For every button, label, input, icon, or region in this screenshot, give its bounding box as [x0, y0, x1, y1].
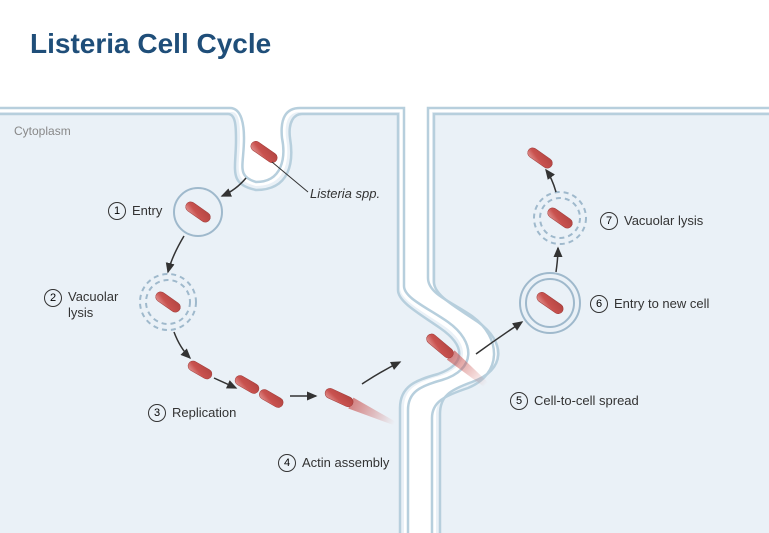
step-7-label: 7Vacuolar lysis — [600, 212, 703, 230]
step-6-label: 6Entry to new cell — [590, 295, 709, 313]
step-3-label: 3Replication — [148, 404, 236, 422]
step-4-label: 4Actin assembly — [278, 454, 389, 472]
listeria-species-label: Listeria spp. — [310, 186, 380, 202]
step-1-label: 1Entry — [108, 202, 162, 220]
left-cell — [0, 108, 468, 533]
right-cell — [428, 108, 769, 533]
cytoplasm-label: Cytoplasm — [14, 124, 71, 138]
step-5-label: 5Cell-to-cell spread — [510, 392, 639, 410]
step-2-label: 2Vacuolar lysis — [44, 289, 118, 320]
page-title: Listeria Cell Cycle — [30, 28, 271, 60]
bacterium-entry — [249, 139, 279, 164]
